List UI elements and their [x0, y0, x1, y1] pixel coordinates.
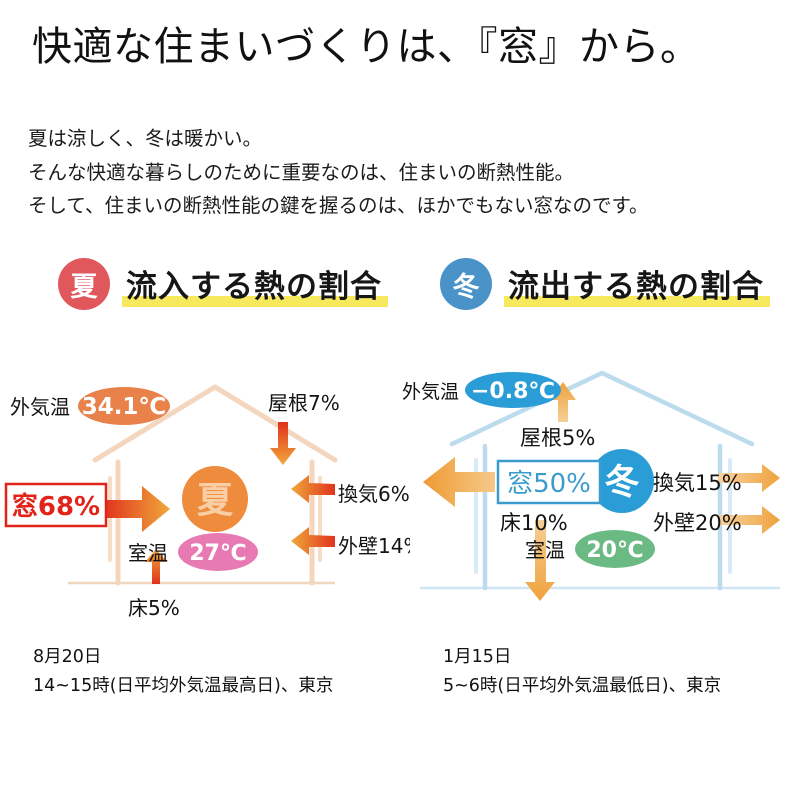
lede-paragraph: 夏は涼しく、冬は暖かい。 そんな快適な暮らしのために重要なのは、住まいの断熱性能… [28, 122, 649, 223]
lede-line-2: そんな快適な暮らしのために重要なのは、住まいの断熱性能。 [28, 160, 575, 184]
outdoor-temp-value-winter: −0.8℃ [471, 379, 555, 404]
indoor-temp-value-summer: 27℃ [189, 541, 246, 566]
vent-label-summer: 換気6% [338, 482, 410, 506]
window-callout-winter: 窓50% [496, 459, 602, 505]
highlight-marker-winter [504, 295, 770, 307]
caption-winter-detail: 5~6時(日平均外気温最低日)、東京 [443, 675, 722, 696]
indoor-temp-summer: 27℃ [178, 533, 258, 571]
arrow-vent-summer [291, 475, 335, 503]
window-value-winter: 窓50% [507, 469, 591, 499]
indoor-temp-winter: 20℃ [575, 530, 655, 568]
roof-label-winter: 屋根5% [520, 426, 595, 450]
arrow-vent-winter [718, 464, 780, 492]
outdoor-temp-winter: −0.8℃ [465, 372, 561, 408]
indoor-temp-value-winter: 20℃ [586, 538, 643, 563]
arrow-floor-winter [525, 520, 555, 601]
section-header-winter: 冬 流出する熱の割合 [440, 258, 770, 310]
wall-label-summer: 外壁14% [338, 534, 410, 558]
lede-line-1: 夏は涼しく、冬は暖かい。 [28, 127, 263, 150]
window-value-summer: 窓68% [12, 491, 100, 522]
wall-label-winter: 外壁20% [653, 511, 742, 535]
house-outline-summer [92, 384, 338, 586]
outdoor-temp-label-winter: 外気温 [402, 381, 459, 403]
season-badge-winter: 冬 [440, 258, 492, 310]
outdoor-temp-value-summer: 34.1℃ [82, 394, 167, 420]
indoor-temp-label-winter: 室温 [525, 538, 565, 562]
diagram-winter: −0.8℃ 外気温 冬 20℃ 室温 窓50% 屋根5% 換気15% 外壁20%… [400, 360, 800, 630]
arrow-window-summer [104, 486, 170, 532]
diagram-summer: 34.1℃ 外気温 夏 27℃ 室温 窓68% 屋根7% 換気6% 外壁14% … [0, 360, 410, 630]
arrow-roof-summer [270, 422, 296, 465]
floor-label-summer: 床5% [128, 596, 180, 620]
season-badge-summer: 夏 [58, 258, 110, 310]
arrow-window-winter [423, 457, 495, 507]
svg-text:冬: 冬 [604, 463, 639, 503]
caption-summer-date: 8月20日 [33, 647, 102, 667]
inner-badge-summer: 夏 [182, 466, 248, 532]
outdoor-temp-label-summer: 外気温 [10, 395, 70, 419]
caption-summer: 8月20日 14~15時(日平均外気温最高日)、東京 [33, 643, 333, 701]
section-title-summer: 流入する熱の割合 [122, 261, 388, 308]
arrow-floor-summer [145, 549, 167, 584]
indoor-temp-label-summer: 室温 [128, 541, 168, 565]
floor-label-winter: 床10% [500, 511, 568, 535]
vent-label-winter: 換気15% [653, 471, 742, 495]
page-title: 快適な住まいづくりは、『窓』から。 [32, 24, 701, 70]
window-callout-summer: 窓68% [4, 482, 108, 528]
caption-winter-date: 1月15日 [443, 647, 512, 667]
roof-label-summer: 屋根7% [268, 391, 340, 415]
inner-badge-winter: 冬 [590, 449, 654, 513]
caption-winter: 1月15日 5~6時(日平均外気温最低日)、東京 [443, 643, 721, 701]
highlight-marker-summer [122, 295, 388, 307]
arrow-wall-winter [718, 506, 780, 534]
lede-line-3: そして、住まいの断熱性能の鍵を握るのは、ほかでもない窓なのです。 [28, 194, 649, 218]
section-title-winter: 流出する熱の割合 [504, 261, 770, 308]
section-header-summer: 夏 流入する熱の割合 [58, 258, 388, 310]
caption-summer-detail: 14~15時(日平均外気温最高日)、東京 [33, 675, 334, 696]
outdoor-temp-summer: 34.1℃ [78, 387, 170, 425]
svg-text:夏: 夏 [197, 480, 234, 521]
arrow-wall-summer [291, 527, 335, 555]
